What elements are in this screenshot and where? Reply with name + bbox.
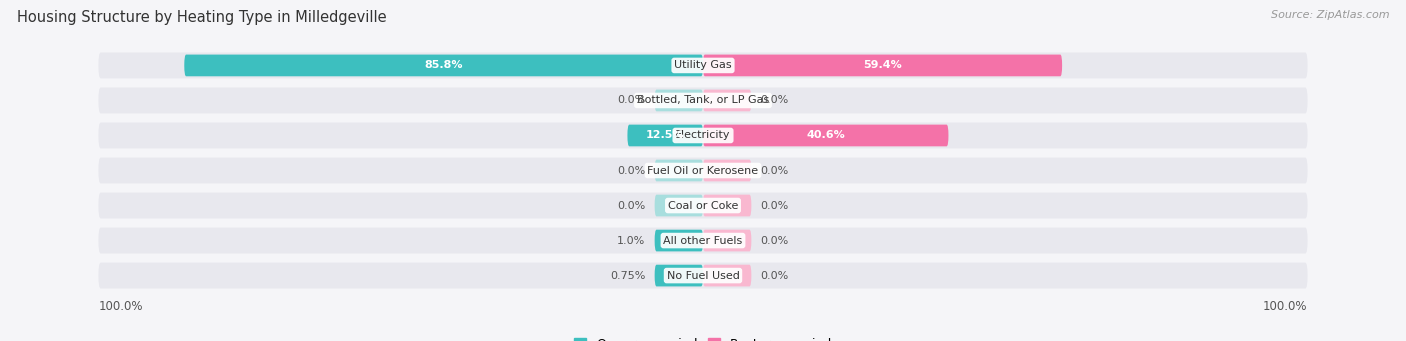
FancyBboxPatch shape: [98, 158, 1308, 183]
FancyBboxPatch shape: [703, 230, 751, 251]
Legend: Owner-occupied, Renter-occupied: Owner-occupied, Renter-occupied: [574, 338, 832, 341]
Text: 0.75%: 0.75%: [610, 270, 645, 281]
Text: 0.0%: 0.0%: [761, 270, 789, 281]
Text: All other Fuels: All other Fuels: [664, 236, 742, 246]
Text: 1.0%: 1.0%: [617, 236, 645, 246]
FancyBboxPatch shape: [98, 122, 1308, 148]
Text: 0.0%: 0.0%: [617, 201, 645, 210]
FancyBboxPatch shape: [627, 124, 703, 146]
FancyBboxPatch shape: [184, 55, 703, 76]
FancyBboxPatch shape: [98, 88, 1308, 114]
FancyBboxPatch shape: [703, 265, 751, 286]
Text: 0.0%: 0.0%: [761, 165, 789, 176]
FancyBboxPatch shape: [655, 195, 703, 217]
FancyBboxPatch shape: [98, 227, 1308, 253]
Text: 100.0%: 100.0%: [98, 300, 143, 313]
Text: 0.0%: 0.0%: [617, 95, 645, 105]
FancyBboxPatch shape: [703, 90, 751, 111]
FancyBboxPatch shape: [703, 160, 751, 181]
Text: 0.0%: 0.0%: [617, 165, 645, 176]
Text: Coal or Coke: Coal or Coke: [668, 201, 738, 210]
FancyBboxPatch shape: [703, 124, 949, 146]
Text: Housing Structure by Heating Type in Milledgeville: Housing Structure by Heating Type in Mil…: [17, 10, 387, 25]
Text: 0.0%: 0.0%: [761, 95, 789, 105]
FancyBboxPatch shape: [655, 265, 703, 286]
FancyBboxPatch shape: [703, 195, 751, 217]
FancyBboxPatch shape: [98, 263, 1308, 288]
Text: Fuel Oil or Kerosene: Fuel Oil or Kerosene: [647, 165, 759, 176]
Text: 100.0%: 100.0%: [1263, 300, 1308, 313]
Text: 59.4%: 59.4%: [863, 60, 901, 71]
Text: 0.0%: 0.0%: [761, 236, 789, 246]
Text: No Fuel Used: No Fuel Used: [666, 270, 740, 281]
FancyBboxPatch shape: [655, 230, 703, 251]
Text: Bottled, Tank, or LP Gas: Bottled, Tank, or LP Gas: [637, 95, 769, 105]
Text: 85.8%: 85.8%: [425, 60, 463, 71]
Text: 40.6%: 40.6%: [807, 131, 845, 140]
FancyBboxPatch shape: [98, 193, 1308, 219]
Text: Source: ZipAtlas.com: Source: ZipAtlas.com: [1271, 10, 1389, 20]
FancyBboxPatch shape: [655, 160, 703, 181]
FancyBboxPatch shape: [655, 90, 703, 111]
Text: Utility Gas: Utility Gas: [675, 60, 731, 71]
FancyBboxPatch shape: [703, 55, 1062, 76]
Text: 0.0%: 0.0%: [761, 201, 789, 210]
FancyBboxPatch shape: [98, 53, 1308, 78]
Text: Electricity: Electricity: [675, 131, 731, 140]
Text: 12.5%: 12.5%: [645, 131, 685, 140]
